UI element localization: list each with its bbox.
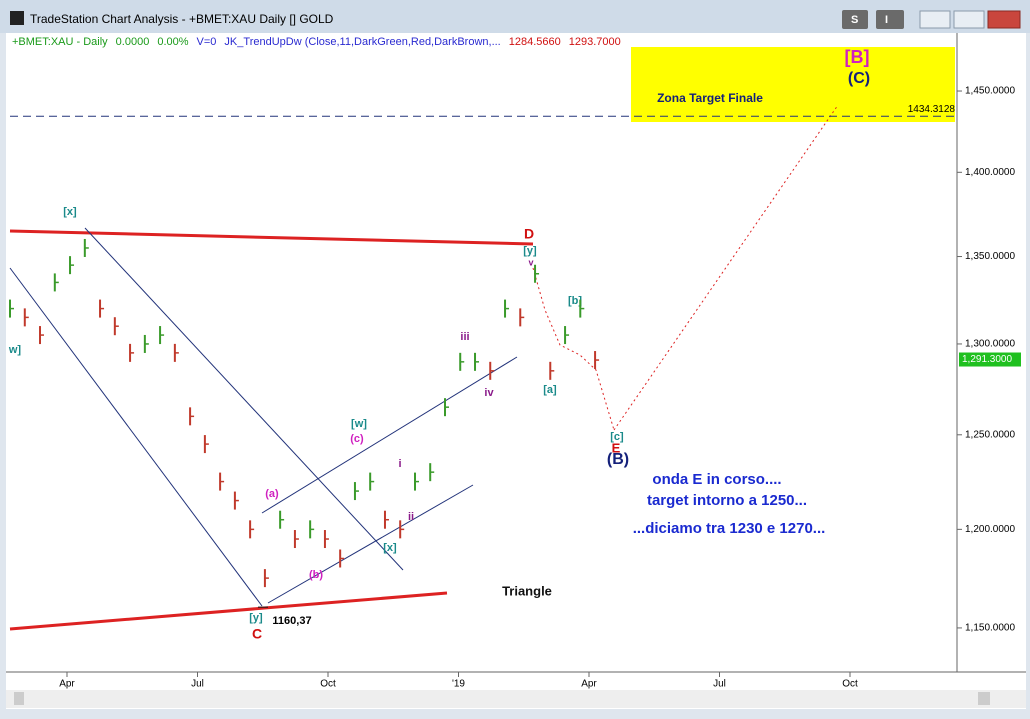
x-tick-label: Apr [59,679,75,690]
comment: ...diciamo tra 1230 e 1270... [633,520,826,537]
header-item: JK_TrendUpDw (Close,11,DarkGreen,Red,Dar… [224,36,500,48]
button-label[interactable]: S [851,14,858,26]
projection [532,267,615,431]
x-tick-label: Oct [842,679,858,690]
header-item: V=0 [197,36,217,48]
y-tick-label: 1,300.0000 [965,339,1015,350]
wave-label: [a] [543,384,557,396]
button[interactable] [842,10,868,29]
wave-label: [c] [610,431,624,443]
header-item: +BMET:XAU - Daily [12,36,108,48]
channel-line [9,267,263,607]
low-label: 1160,37 [272,615,311,627]
comment: onda E in corso.... [652,471,781,488]
scroll-left[interactable] [14,692,24,705]
wave-label: w] [8,344,22,356]
button-label[interactable]: I [885,14,888,26]
wave-label: (B) [607,451,629,468]
wave-label: v [528,257,533,267]
wave-label: [y] [523,245,537,257]
projection [613,104,839,431]
wave-label: ii [408,511,414,523]
target-zone [631,47,955,122]
wave-label: (C) [848,70,870,87]
app-icon [10,11,24,25]
wave-label: E [612,440,621,455]
last-price-box [959,352,1021,367]
last-price-label: 1,291.3000 [962,354,1012,365]
x-tick-label: Jul [713,679,726,690]
y-tick-label: 1,450.0000 [965,86,1015,97]
window-title: TradeStation Chart Analysis - +BMET:XAU … [30,12,334,26]
wave-label: (b) [309,569,323,581]
scrollbar[interactable] [6,690,1026,708]
wave-label: C [252,626,262,642]
scroll-right[interactable] [978,692,990,705]
target-label: 1434.3128 [908,104,956,115]
wave-label: [b] [568,295,582,307]
minimize[interactable] [919,10,951,29]
pattern-label: Triangle [502,583,552,598]
header-item: 0.00% [157,36,188,48]
wave-label: iv [484,387,494,399]
header-item: 1284.5660 [509,36,561,48]
x-tick-label: '19 [452,679,465,690]
wave-label: (c) [350,433,364,445]
wave-label: (a) [265,488,279,500]
header-item: 1293.7000 [569,36,621,48]
y-tick-label: 1,400.0000 [965,167,1015,178]
channel-line [261,356,518,514]
comment: target intorno a 1250... [647,492,807,509]
channel-line [267,484,474,604]
wave-label: i [398,458,401,470]
chart-area [6,33,1026,709]
wave-label: iii [460,331,469,343]
x-tick-label: Oct [320,679,336,690]
maximize[interactable] [953,10,985,29]
y-tick-label: 1,250.0000 [965,429,1015,440]
button[interactable] [876,10,904,29]
wave-label: [w] [351,418,367,430]
wave-label: D [524,226,534,242]
trendline [9,229,534,246]
channel-line [84,227,404,571]
y-tick-label: 1,200.0000 [965,524,1015,535]
y-tick-label: 1,150.0000 [965,623,1015,634]
zone-label: Zona Target Finale [657,91,763,105]
trendline [9,591,448,631]
x-tick-label: Apr [581,679,597,690]
header-item: 0.0000 [116,36,150,48]
wave-label: [x] [63,206,77,218]
close[interactable] [987,10,1021,29]
y-tick-label: 1,350.0000 [965,251,1015,262]
wave-label: [y] [249,612,263,624]
x-tick-label: Jul [191,679,204,690]
chart-header: +BMET:XAU - Daily 0.0000 0.00% V=0 JK_TrendU… [12,36,621,48]
wave-label: [B] [845,47,870,67]
wave-label: [x] [383,542,397,554]
